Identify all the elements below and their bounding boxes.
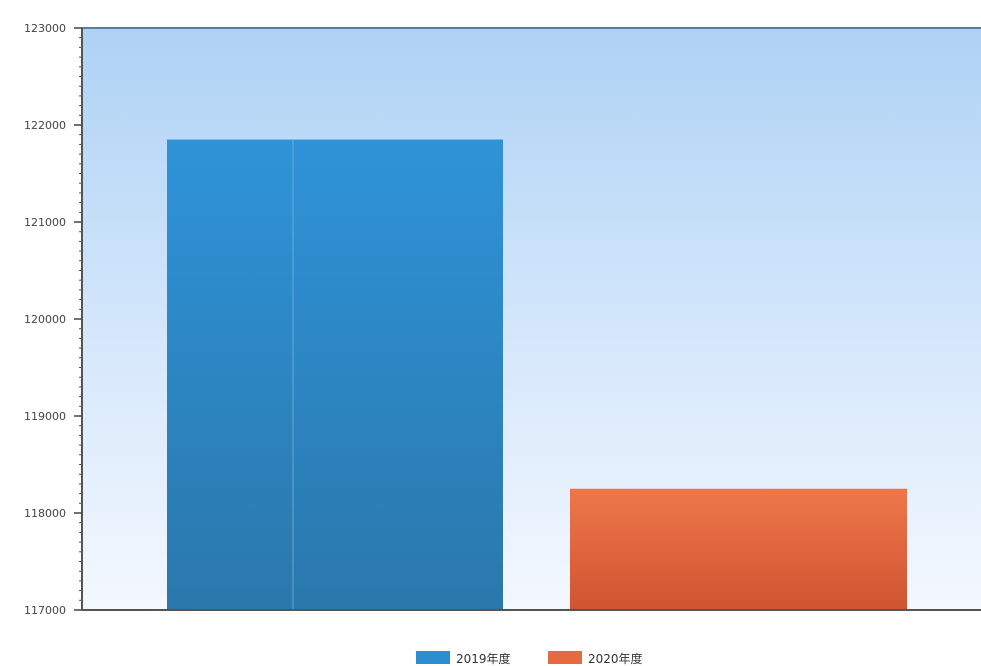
y-tick-label: 118000: [24, 507, 66, 520]
bars-group: [167, 139, 907, 611]
y-tick-label: 117000: [24, 604, 66, 617]
bar-2020年度: [570, 488, 907, 610]
legend-swatch-2020年度: [548, 651, 582, 664]
y-tick-label: 123000: [24, 22, 66, 35]
y-tick-label: 122000: [24, 119, 66, 132]
y-tick-label: 121000: [24, 216, 66, 229]
axes-group: 117000 118000 119000 120000 121000 122000 1230…: [24, 22, 981, 617]
legend-label-2019年度: 2019年度: [456, 651, 511, 666]
legend: 2019年度 2020年度: [416, 651, 643, 666]
legend-label-2020年度: 2020年度: [588, 651, 643, 666]
bar-2019年度: [167, 139, 503, 611]
legend-swatch-2019年度: [416, 651, 450, 664]
y-tick-label: 120000: [24, 313, 66, 326]
y-tick-label: 119000: [24, 410, 66, 423]
